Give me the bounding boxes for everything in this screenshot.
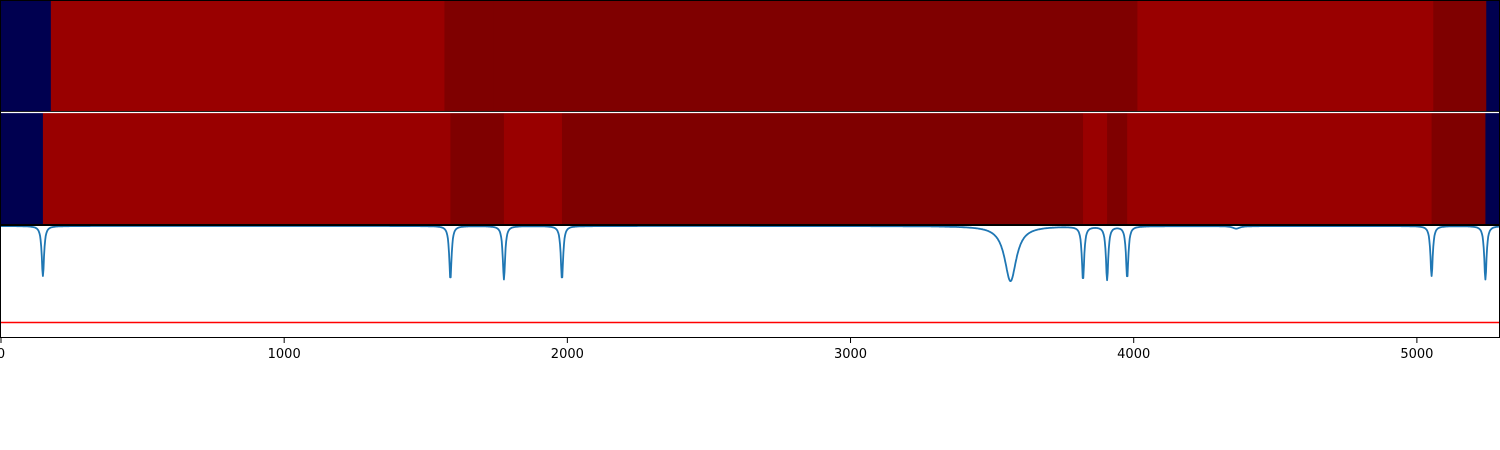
heatmap-segment: [561, 113, 1084, 225]
signal-panel: [0, 225, 1500, 324]
heatmap-segment: [493, 1, 1138, 112]
segmentation-track-2: [1, 113, 1500, 225]
x-tick-label: 3000: [834, 347, 867, 362]
signal-line: [0, 225, 1500, 283]
x-tick-label: 1000: [268, 347, 301, 362]
heatmap-segment: [503, 113, 563, 225]
panel-frame: [0, 225, 1500, 338]
heatmap-segment: [1486, 1, 1500, 112]
heatmap-segment: [1107, 113, 1128, 225]
heatmap-segment: [1127, 113, 1433, 225]
heatmap-segment: [1, 1, 52, 112]
heatmap-segment: [1, 113, 44, 225]
heatmap-segment: [450, 113, 505, 225]
heatmap-segment: [1083, 113, 1108, 225]
heatmap-segment: [444, 1, 495, 112]
x-tick-label: 4000: [1117, 347, 1150, 362]
x-tick-label: 0: [0, 347, 5, 362]
x-tick-label: 5000: [1400, 347, 1433, 362]
heatmap-segment: [1137, 1, 1434, 112]
heatmap-segment: [1433, 1, 1487, 112]
heatmap-segment: [1431, 113, 1486, 225]
heatmap-segment: [1485, 113, 1500, 225]
x-tick-label: 2000: [551, 347, 584, 362]
heatmap-segment: [42, 113, 451, 225]
x-axis: 0 1000 2000 3000 4000 5000: [0, 338, 1433, 362]
segmentation-track-1: [1, 1, 1500, 112]
heatmap-segment: [50, 1, 445, 112]
